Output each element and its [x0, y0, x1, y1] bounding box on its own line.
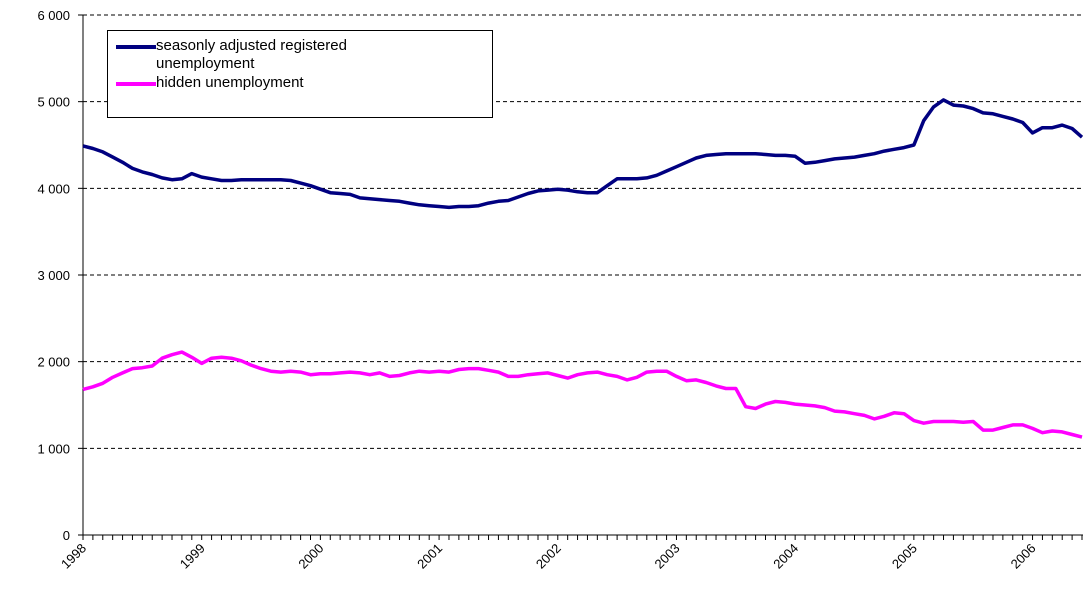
x-tick-label: 2006 [1008, 541, 1039, 572]
y-tick-label: 3 000 [37, 268, 70, 283]
x-tick-label: 2000 [295, 541, 326, 572]
legend-label: hidden unemployment [156, 74, 304, 91]
x-tick-label: 2004 [770, 541, 801, 572]
y-tick-label: 0 [63, 528, 70, 543]
legend: seasonly adjusted registered unemploymen… [107, 30, 493, 118]
y-tick-label: 5 000 [37, 95, 70, 110]
y-tick-label: 6 000 [37, 8, 70, 23]
legend-swatch [116, 82, 156, 86]
y-tick-label: 1 000 [37, 441, 70, 456]
legend-label: seasonly adjusted registered unemploymen… [156, 37, 347, 72]
x-tick-label: 2001 [414, 541, 445, 572]
x-tick-label: 2005 [889, 541, 920, 572]
x-tick-label: 1999 [177, 541, 208, 572]
x-tick-label: 2003 [652, 541, 683, 572]
y-tick-label: 2 000 [37, 355, 70, 370]
x-tick-label: 2002 [533, 541, 564, 572]
series-line [82, 350, 1083, 439]
x-tick-label: 1998 [58, 541, 89, 572]
legend-item: seasonly adjusted registered unemploymen… [116, 37, 484, 73]
legend-swatch [116, 45, 156, 49]
legend-item: hidden unemployment [116, 74, 484, 92]
series-line [82, 98, 1083, 210]
y-tick-label: 4 000 [37, 181, 70, 196]
